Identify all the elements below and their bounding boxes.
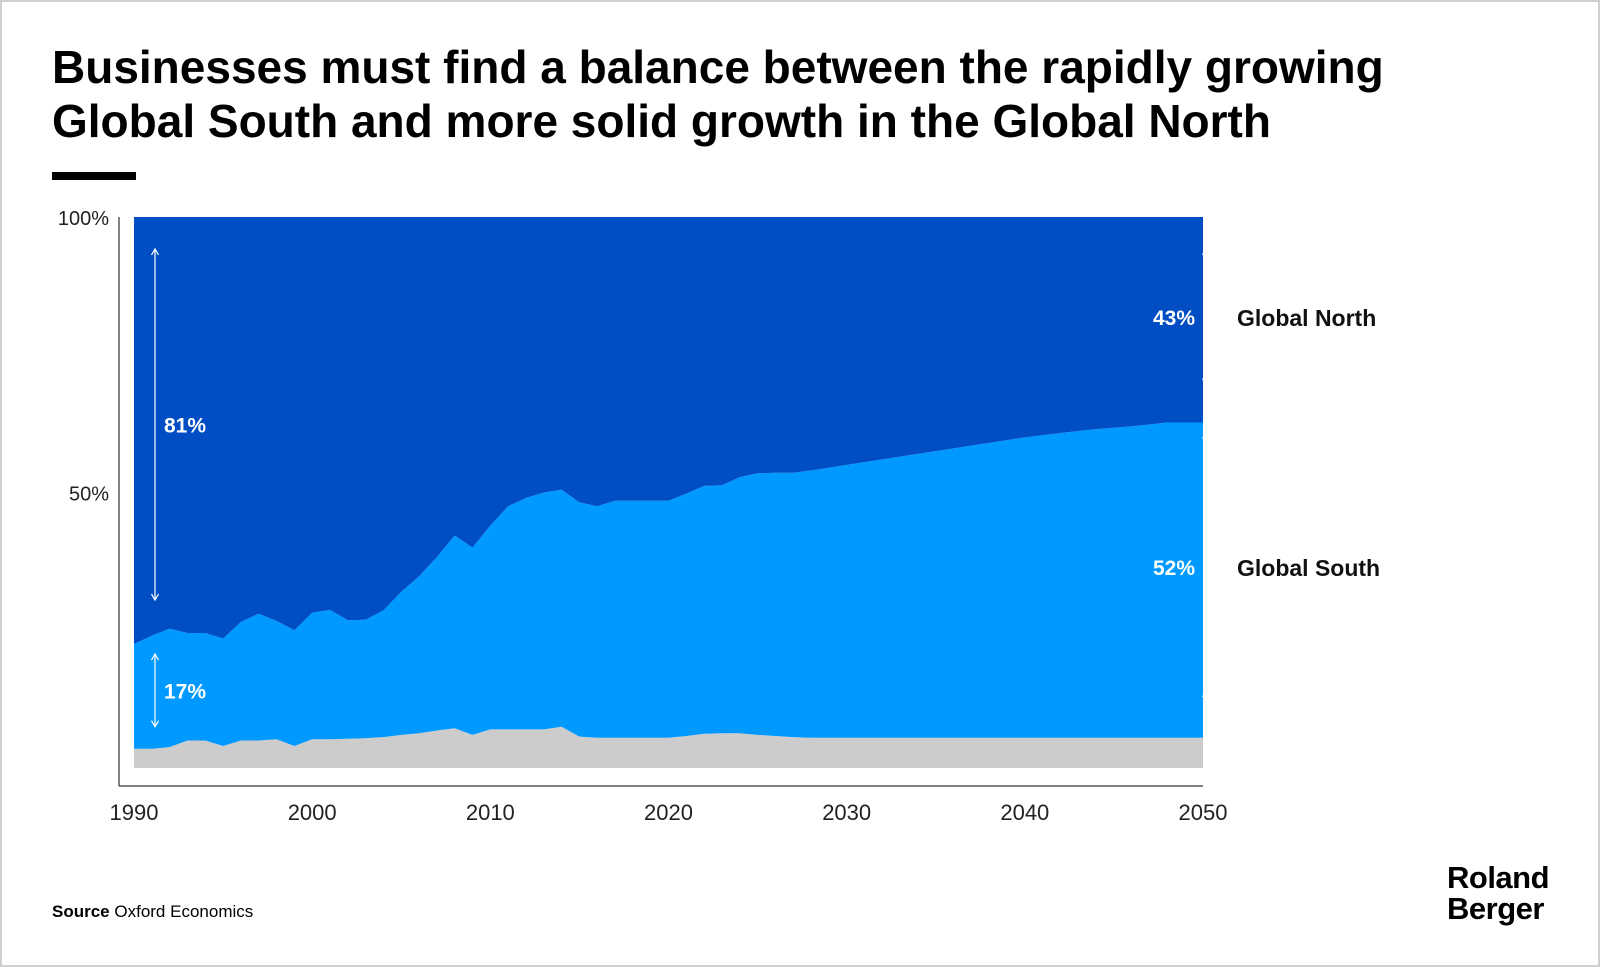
y-tick-label: 100% [58, 208, 109, 230]
arrow-left-global-south-head-up [150, 652, 160, 661]
x-tick-label: 1990 [110, 800, 159, 825]
series-label-global-north: Global North [1237, 305, 1376, 331]
series-label-global-south: Global South [1237, 555, 1380, 581]
arrow-right-global-south-head-up [1201, 431, 1211, 439]
x-tick-label: 2000 [288, 800, 337, 825]
x-tick-label: 2050 [1179, 800, 1228, 825]
annotation-left-global-south: 17% [164, 680, 206, 703]
x-tick-label: 2010 [466, 800, 515, 825]
annotation-left-global-north: 81% [164, 415, 206, 438]
x-tick-label: 2030 [822, 800, 871, 825]
global-north-area [134, 217, 1203, 644]
roland-berger-logo: Roland Berger [1447, 860, 1550, 926]
y-tick-label: 50% [69, 484, 109, 506]
title-rule [52, 172, 136, 180]
arrow-right-global-north-head-down [1201, 378, 1211, 386]
arrow-left-global-north-head-up [150, 247, 160, 256]
arrow-left-global-south-head-down [150, 720, 160, 728]
arrow-left-global-north-head-down [150, 593, 160, 602]
annotation-right-global-north: 43% [1153, 307, 1195, 330]
logo-line-2: Berger [1447, 891, 1544, 926]
source-note: Source Oxford Economics [52, 902, 253, 922]
x-tick-label: 2040 [1000, 800, 1049, 825]
global-south-area [134, 422, 1203, 749]
x-tick-label: 2020 [644, 800, 693, 825]
chart-title: Businesses must find a balance between t… [52, 41, 1384, 147]
arrow-right-global-north-head-up [1201, 247, 1211, 256]
annotation-right-global-south: 52% [1153, 557, 1195, 580]
other-area [134, 726, 1203, 768]
arrow-right-global-south-head-down [1201, 695, 1211, 703]
source-label: Source [52, 902, 110, 921]
logo-line-1: Roland [1447, 860, 1550, 895]
source-text: Oxford Economics [114, 902, 254, 921]
